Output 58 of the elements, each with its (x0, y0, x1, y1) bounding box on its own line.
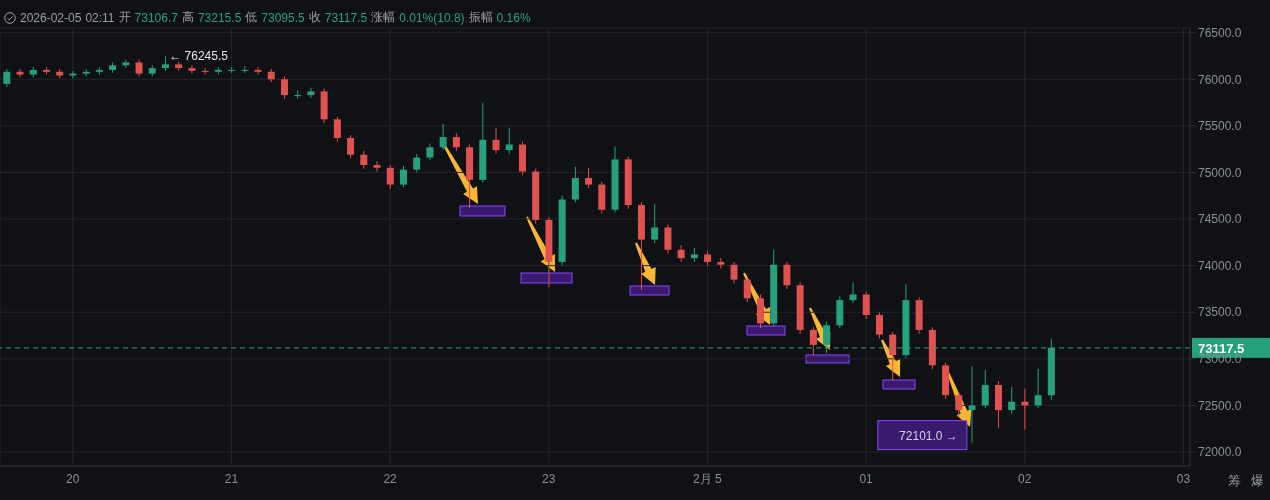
candlestick (439, 123, 447, 151)
candlestick (492, 127, 500, 155)
x-tick-label: 01 (859, 471, 874, 486)
x-tick-label: 23 (542, 471, 556, 486)
y-tick-label: 74000.0 (1198, 258, 1242, 273)
candlestick (651, 203, 659, 244)
candlestick (386, 164, 394, 190)
candlestick (664, 224, 672, 255)
y-tick-label: 72500.0 (1198, 398, 1242, 413)
candlestick (889, 331, 897, 381)
candlestick (399, 165, 407, 188)
candlestick (849, 281, 857, 304)
y-tick-label: 75000.0 (1198, 165, 1242, 180)
candlestick (505, 127, 513, 155)
candlestick (82, 68, 90, 77)
candlestick (981, 369, 989, 409)
candlestick (585, 167, 593, 189)
x-tick-label: 21 (224, 471, 239, 486)
x-tick-label: 02 (1018, 471, 1032, 486)
x-tick-label: 22 (383, 471, 398, 486)
candlestick (307, 87, 315, 99)
candlestick (294, 89, 302, 100)
candlestick (373, 160, 381, 173)
candlestick (1008, 386, 1016, 415)
x-tick-label: 20 (66, 471, 80, 486)
candlestick (968, 365, 976, 444)
y-tick-label: 72000.0 (1198, 445, 1242, 460)
candlestick (862, 291, 870, 320)
candlestick (783, 261, 791, 290)
y-tick-label: 75500.0 (1198, 119, 1242, 134)
candlestick (188, 64, 196, 75)
y-tick-label: 73500.0 (1198, 305, 1242, 320)
candlestick (730, 261, 738, 284)
candlestick (347, 134, 355, 159)
text: 筹 (1228, 472, 1241, 490)
candlestick (201, 67, 209, 76)
text: 2026-02-05 02:11 开 73106.7 高 73215.5 低 73095.5 收 73117.5 涨幅 0.01%(10.8) 振幅 0.16% (20, 10, 531, 25)
candlestick (677, 244, 685, 263)
candlestick (69, 70, 77, 79)
y-tick-label: 74500.0 (1198, 212, 1242, 227)
candlestick (280, 75, 288, 100)
y-tick-label: 76000.0 (1198, 72, 1242, 87)
candlestick (333, 116, 341, 143)
x-tick-label: 03 (1176, 471, 1191, 486)
annotation: 72101.0 → (899, 428, 958, 443)
candlestick (875, 311, 883, 339)
candlestick (809, 326, 817, 356)
candlestick (1034, 368, 1042, 409)
candlestick (413, 153, 421, 173)
candlestick (254, 66, 262, 76)
candlestick (571, 166, 579, 203)
y-tick-label: 76500.0 (1198, 25, 1242, 40)
annotation: ← 76245.5 (169, 49, 229, 64)
candlestick (955, 391, 963, 418)
x-tick-label: 2月 5 (693, 471, 723, 486)
candlestick (16, 68, 24, 78)
text: 爆 (1251, 472, 1264, 490)
candlestick (743, 276, 751, 303)
